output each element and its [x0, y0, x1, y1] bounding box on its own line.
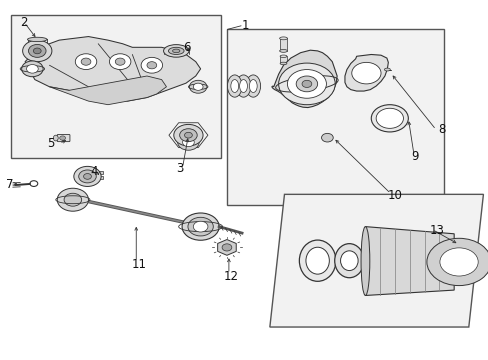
Circle shape [64, 193, 81, 206]
Text: 13: 13 [429, 224, 444, 238]
Text: 8: 8 [438, 123, 445, 136]
Ellipse shape [163, 45, 188, 57]
Ellipse shape [236, 75, 250, 97]
Bar [279, 39, 287, 51]
Ellipse shape [53, 135, 58, 141]
Circle shape [83, 174, 91, 179]
Ellipse shape [340, 251, 357, 271]
Ellipse shape [172, 49, 180, 53]
Polygon shape [344, 54, 387, 91]
Circle shape [182, 213, 219, 240]
Circle shape [115, 58, 125, 65]
Circle shape [21, 61, 43, 77]
Circle shape [296, 76, 317, 92]
Polygon shape [269, 194, 483, 327]
Ellipse shape [227, 75, 242, 97]
Text: 6: 6 [183, 41, 191, 54]
Polygon shape [271, 50, 336, 108]
Circle shape [426, 238, 488, 285]
Ellipse shape [239, 80, 247, 93]
Polygon shape [25, 37, 200, 101]
Bar [96, 176, 103, 179]
Ellipse shape [384, 68, 389, 71]
Circle shape [79, 170, 96, 183]
Circle shape [193, 83, 203, 90]
Circle shape [22, 40, 52, 62]
Circle shape [109, 54, 131, 69]
Circle shape [141, 57, 162, 73]
Ellipse shape [27, 37, 47, 41]
Circle shape [189, 80, 206, 93]
Circle shape [439, 248, 477, 276]
Circle shape [302, 80, 311, 87]
Text: 2: 2 [20, 16, 28, 29]
Ellipse shape [230, 80, 238, 93]
Circle shape [182, 138, 194, 147]
Circle shape [193, 221, 207, 232]
Circle shape [177, 134, 199, 150]
Circle shape [147, 62, 157, 69]
Bar [227, 30, 444, 205]
Circle shape [179, 129, 197, 141]
Circle shape [81, 58, 91, 65]
Ellipse shape [279, 49, 287, 52]
Bar [11, 15, 221, 158]
Bar [96, 171, 103, 174]
Ellipse shape [245, 75, 260, 97]
Ellipse shape [305, 247, 329, 274]
Text: 1: 1 [242, 19, 249, 32]
Circle shape [33, 48, 41, 54]
Circle shape [57, 188, 88, 211]
Text: 7: 7 [5, 178, 13, 191]
Circle shape [187, 217, 213, 236]
Circle shape [278, 63, 334, 105]
FancyBboxPatch shape [57, 134, 70, 141]
Ellipse shape [280, 55, 286, 58]
Polygon shape [49, 76, 166, 105]
Text: 9: 9 [410, 150, 418, 163]
Circle shape [74, 166, 101, 186]
Circle shape [370, 105, 407, 132]
Ellipse shape [168, 47, 183, 54]
Circle shape [351, 62, 380, 84]
Circle shape [184, 132, 192, 138]
Circle shape [75, 54, 97, 69]
Bar [280, 56, 286, 63]
Polygon shape [365, 226, 453, 296]
Text: 10: 10 [386, 189, 402, 202]
Circle shape [287, 69, 326, 98]
Circle shape [321, 134, 332, 142]
Ellipse shape [279, 37, 287, 40]
Circle shape [222, 244, 231, 251]
Ellipse shape [334, 244, 363, 278]
Ellipse shape [280, 62, 286, 65]
Text: 3: 3 [176, 162, 183, 175]
Circle shape [173, 125, 203, 146]
Circle shape [26, 64, 38, 73]
Ellipse shape [360, 226, 369, 296]
Circle shape [375, 108, 403, 129]
Text: 4: 4 [90, 165, 97, 178]
Text: 11: 11 [131, 258, 146, 271]
Text: 12: 12 [224, 270, 239, 283]
Ellipse shape [249, 80, 257, 93]
Circle shape [60, 136, 65, 140]
Circle shape [28, 44, 46, 57]
Text: 5: 5 [47, 137, 54, 150]
Ellipse shape [299, 240, 335, 281]
Polygon shape [217, 239, 236, 255]
